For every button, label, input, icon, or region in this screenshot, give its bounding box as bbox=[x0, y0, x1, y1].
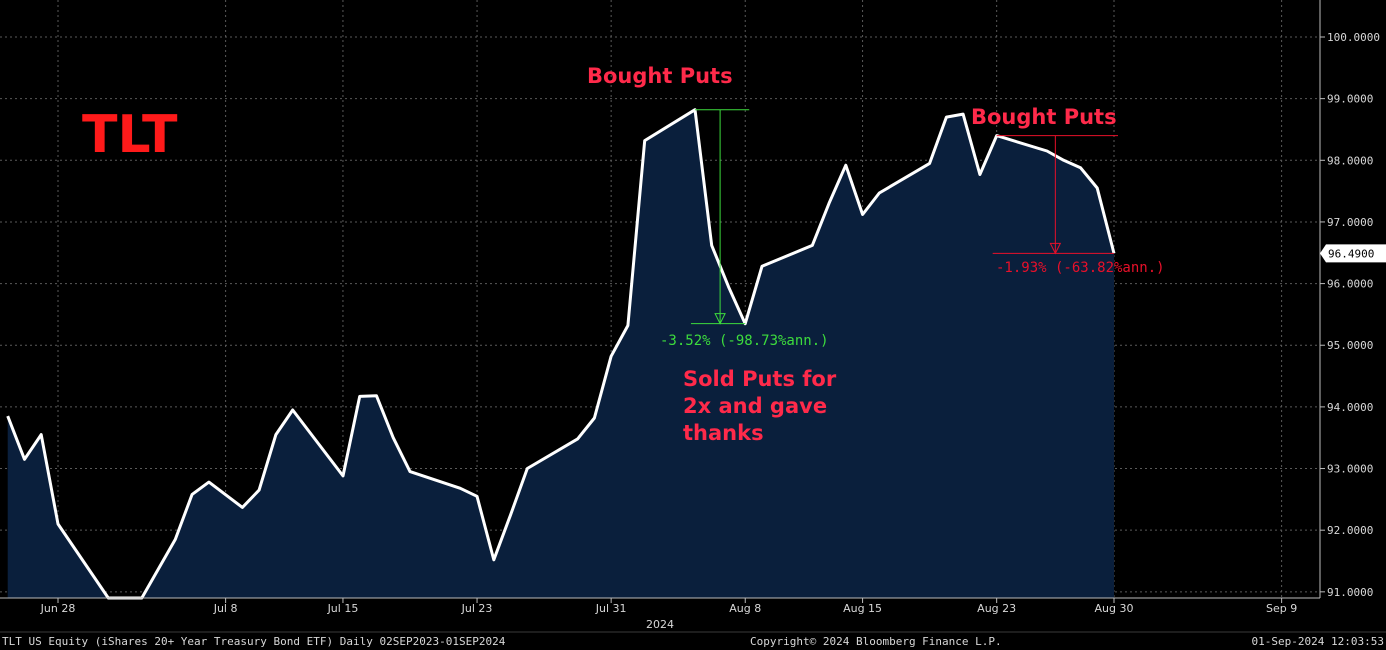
annotation-sold-puts-line3: thanks bbox=[683, 421, 764, 445]
y-tick-label: 96.0000 bbox=[1327, 278, 1373, 291]
footer-right: 01-Sep-2024 12:03:53 bbox=[1252, 635, 1384, 648]
y-tick-label: 100.0000 bbox=[1327, 31, 1380, 44]
last-price-label: 96.4900 bbox=[1328, 247, 1374, 260]
x-tick-label: Aug 23 bbox=[977, 602, 1016, 615]
annotation-bought-puts-1: Bought Puts bbox=[587, 64, 733, 88]
text-layer: TLT Bought Puts Bought Puts Sold Puts fo… bbox=[2, 64, 1384, 648]
x-tick-label: Jul 31 bbox=[595, 602, 627, 615]
last-price-badge: 96.4900 bbox=[1320, 244, 1386, 263]
area-layer bbox=[6, 108, 1116, 600]
y-tick-label: 99.0000 bbox=[1327, 93, 1373, 106]
chart-title: TLT bbox=[82, 105, 178, 165]
x-tick-label: Aug 15 bbox=[843, 602, 882, 615]
y-tick-label: 92.0000 bbox=[1327, 524, 1373, 537]
footer-center: Copyright© 2024 Bloomberg Finance L.P. bbox=[750, 635, 1002, 648]
annotation-sold-puts-line1: Sold Puts for bbox=[683, 367, 837, 391]
y-tick-label: 97.0000 bbox=[1327, 216, 1373, 229]
x-tick-label: Aug 8 bbox=[729, 602, 761, 615]
measure-layer bbox=[690, 109, 1118, 325]
x-tick-label: Jul 23 bbox=[461, 602, 493, 615]
y-tick-label: 93.0000 bbox=[1327, 463, 1373, 476]
price-area-fill bbox=[7, 109, 1115, 598]
y-tick-label: 91.0000 bbox=[1327, 586, 1373, 599]
price-change-measure-1 bbox=[690, 109, 750, 325]
annotation-sold-puts-line2: 2x and gave bbox=[683, 394, 827, 418]
x-tick-label: Jun 28 bbox=[40, 602, 76, 615]
x-tick-label: Aug 30 bbox=[1095, 602, 1134, 615]
measure-1-label: -3.52% (-98.73%ann.) bbox=[660, 333, 829, 349]
axis-layer: 91.0000 92.0000 93.0000 94.0000 95.0000 96.00… bbox=[0, 0, 1386, 633]
x-axis-year-label: 2024 bbox=[646, 618, 674, 631]
x-tick-label: Jul 15 bbox=[327, 602, 359, 615]
y-tick-label: 98.0000 bbox=[1327, 154, 1373, 167]
y-tick-label: 95.0000 bbox=[1327, 339, 1373, 352]
annotation-bought-puts-2: Bought Puts bbox=[971, 105, 1117, 129]
x-tick-label: Sep 9 bbox=[1266, 602, 1297, 615]
x-tick-label: Jul 8 bbox=[213, 602, 238, 615]
y-tick-label: 94.0000 bbox=[1327, 401, 1373, 414]
measure-2-label: -1.93% (-63.82%ann.) bbox=[996, 260, 1165, 276]
footer-left: TLT US Equity (iShares 20+ Year Treasury… bbox=[2, 635, 506, 648]
price-change-measure-2 bbox=[992, 135, 1118, 255]
